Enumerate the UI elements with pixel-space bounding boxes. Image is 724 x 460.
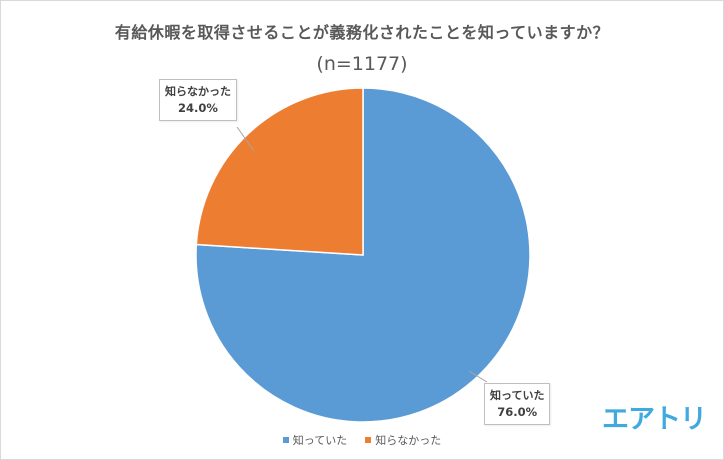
legend-item: 知らなかった [365, 432, 441, 448]
legend-swatch [282, 437, 289, 443]
data-label-slice-0: 知っていた 76.0% [484, 383, 551, 425]
data-label-name: 知らなかった [165, 85, 231, 98]
chart-title: 有給休暇を取得させることが義務化されたことを知っていますか？ [114, 23, 610, 42]
chart-subtitle: (n=1177) [316, 53, 408, 75]
legend-label: 知っていた [292, 434, 348, 447]
data-label-value: 76.0% [497, 405, 538, 419]
brand-logo: エアトリ [602, 404, 707, 435]
legend-swatch [365, 437, 372, 443]
legend-item: 知っていた [282, 432, 348, 448]
data-label-value: 24.0% [178, 101, 218, 115]
pie-slice-0 [195, 87, 531, 423]
leader-line-slice-0 [468, 370, 488, 383]
chart-legend: 知っていた 知らなかった [1, 432, 723, 448]
pie-slice-1 [195, 87, 364, 256]
data-label-name: 知っていた [490, 389, 545, 402]
leader-line-slice-1 [236, 126, 255, 152]
data-label-slice-1: 知らなかった 24.0% [159, 79, 237, 121]
legend-label: 知らなかった [375, 434, 442, 447]
